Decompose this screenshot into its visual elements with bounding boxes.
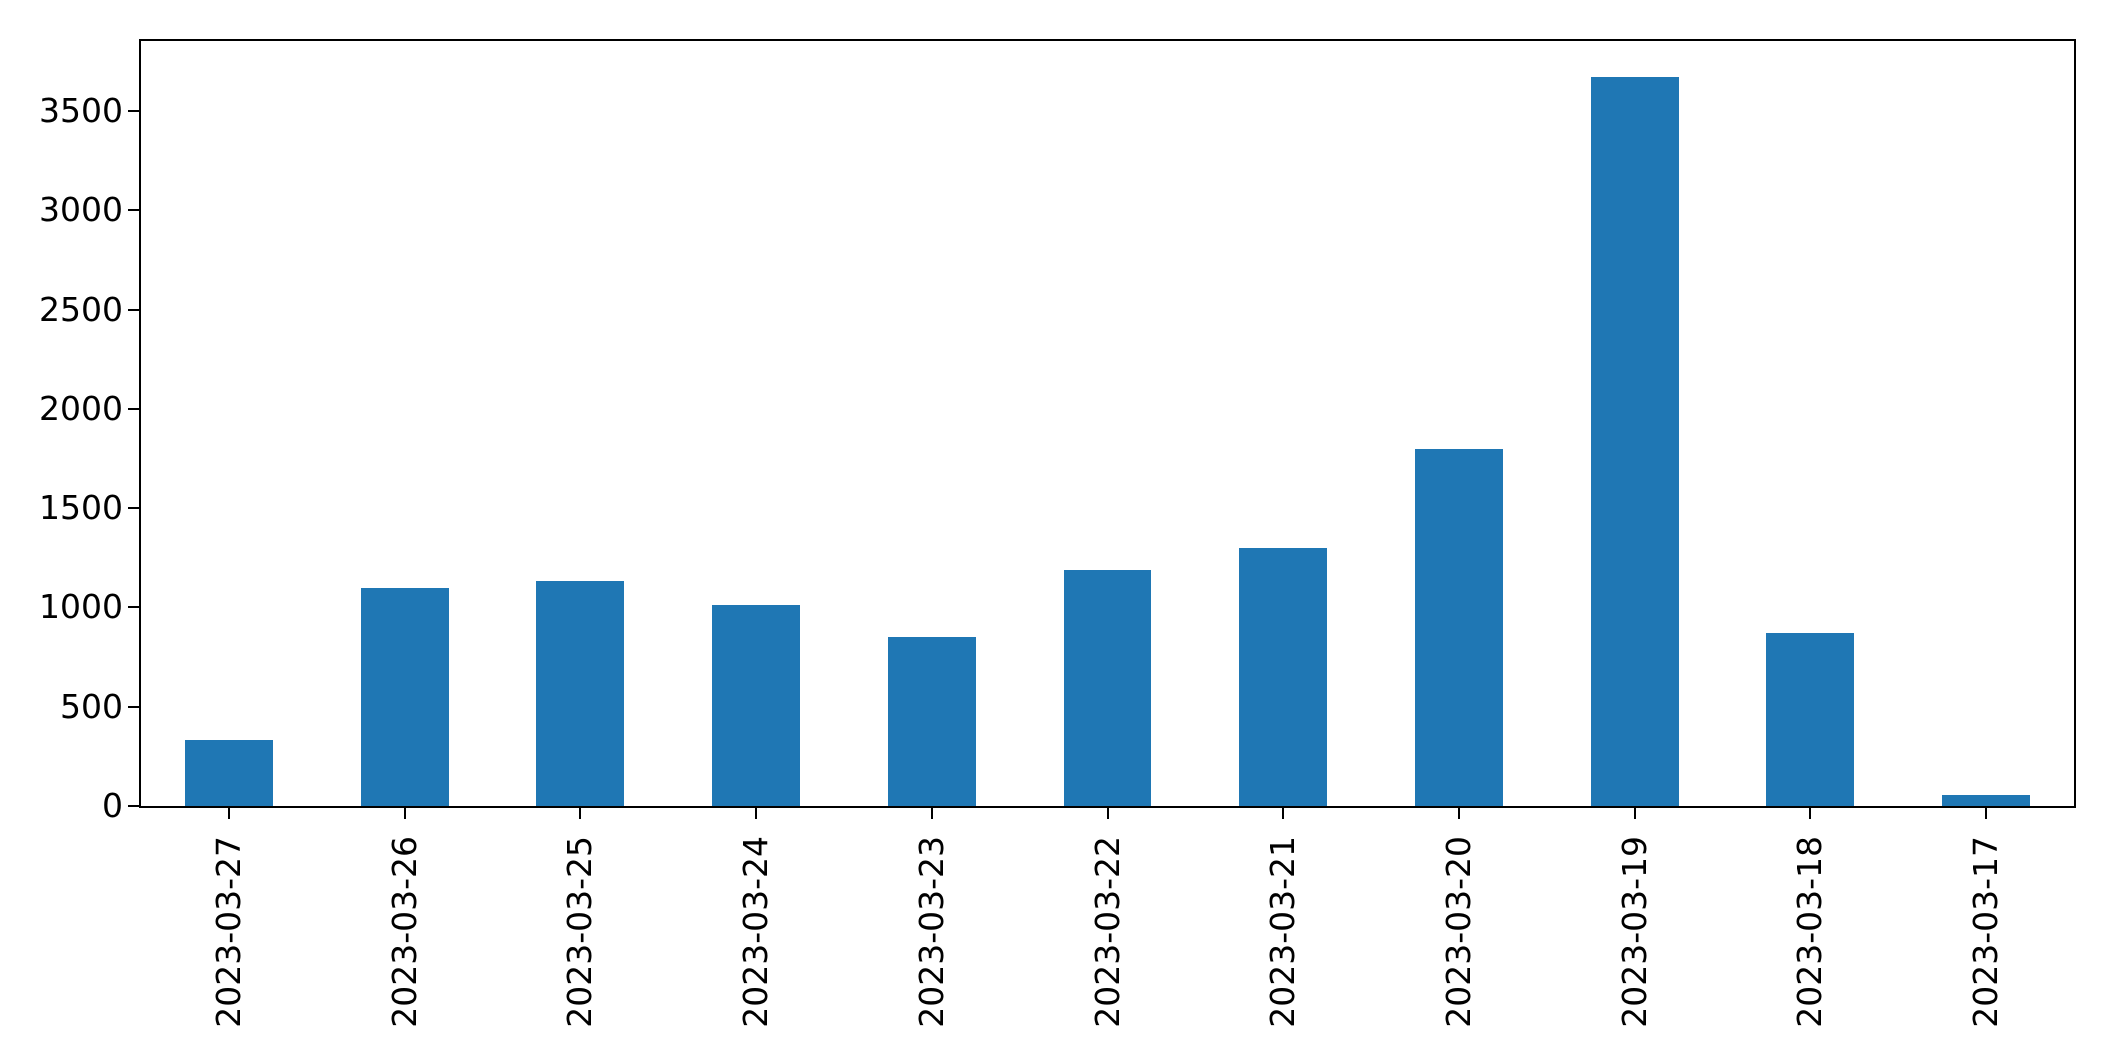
x-tick-mark: [755, 807, 758, 819]
bar-2023-03-21: [1239, 547, 1328, 806]
y-tick-mark: [128, 507, 140, 510]
bar-2023-03-27: [184, 740, 273, 806]
y-tick-mark: [128, 308, 140, 311]
x-tick-label: 2023-03-17: [1966, 836, 2006, 1028]
x-tick-label: 2023-03-20: [1438, 836, 1478, 1028]
y-tick-label: 3000: [39, 190, 123, 230]
x-tick-label: 2023-03-19: [1614, 836, 1654, 1028]
bar-2023-03-24: [712, 605, 800, 806]
x-tick-label: 2023-03-24: [736, 836, 776, 1028]
x-tick-label: 2023-03-27: [208, 836, 248, 1028]
bar-2023-03-26: [360, 587, 449, 806]
bar-2023-03-17: [1942, 795, 2031, 806]
x-tick-mark: [227, 807, 230, 819]
x-tick-label: 2023-03-22: [1087, 836, 1127, 1028]
x-tick-mark: [1106, 807, 1109, 819]
y-tick-mark: [128, 209, 140, 212]
x-tick-label: 2023-03-21: [1263, 836, 1303, 1028]
y-tick-mark: [128, 805, 140, 807]
y-tick-label: 3500: [39, 91, 123, 131]
y-tick-label: 0: [102, 786, 123, 825]
bar-2023-03-20: [1415, 448, 1503, 806]
y-tick-mark: [128, 407, 140, 410]
x-tick-mark: [1809, 807, 1812, 819]
y-tick-label: 500: [60, 686, 123, 726]
x-tick-label: 2023-03-18: [1790, 836, 1830, 1028]
x-tick-mark: [1282, 807, 1285, 819]
bar-2023-03-19: [1590, 77, 1679, 806]
y-tick-label: 2000: [39, 388, 123, 428]
bar-2023-03-18: [1766, 633, 1855, 806]
x-tick-mark: [403, 807, 406, 819]
x-tick-mark: [930, 807, 933, 819]
y-tick-label: 1500: [39, 488, 123, 528]
x-tick-mark: [579, 807, 582, 819]
x-tick-mark: [1457, 807, 1460, 819]
y-tick-label: 1000: [39, 587, 123, 627]
x-tick-label: 2023-03-23: [911, 836, 951, 1028]
x-tick-label: 2023-03-26: [384, 836, 424, 1028]
y-tick-label: 2500: [39, 289, 123, 329]
bar-2023-03-23: [887, 637, 976, 806]
y-tick-mark: [128, 110, 140, 113]
x-tick-label: 2023-03-25: [560, 836, 600, 1028]
y-tick-mark: [128, 705, 140, 708]
plot-area: 0 500 1000 1500 2000 2500 3000 3500 2023-03-27 20…: [39, 39, 2076, 1028]
y-tick-mark: [128, 606, 140, 609]
x-tick-mark: [1633, 807, 1636, 819]
x-tick-mark: [1985, 807, 1988, 819]
bar-2023-03-25: [536, 580, 625, 806]
bar-2023-03-22: [1063, 569, 1152, 806]
